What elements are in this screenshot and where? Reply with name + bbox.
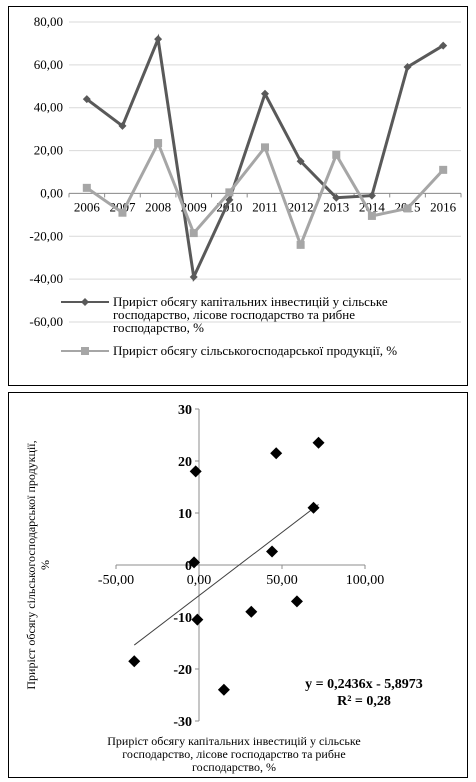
y-tick-label: 60,00 bbox=[34, 57, 63, 72]
r-squared-label: R² = 0,28 bbox=[337, 694, 391, 709]
y-tick-label: -10 bbox=[173, 611, 192, 626]
data-point bbox=[296, 157, 305, 166]
data-point bbox=[82, 183, 91, 192]
line-chart: 80,00 60,00 40,00 20,00 0,00 -20,00 -40,00 -60,… bbox=[29, 14, 462, 358]
y-axis-title: % bbox=[38, 560, 52, 570]
series-line bbox=[85, 33, 444, 283]
x-tick-label: 0,00 bbox=[187, 573, 212, 588]
data-point bbox=[332, 150, 341, 159]
data-point bbox=[189, 229, 198, 238]
data-point bbox=[118, 208, 127, 217]
data-point bbox=[188, 556, 201, 569]
x-tick-label: 2013 bbox=[323, 199, 349, 214]
y-tick-label: -40,00 bbox=[29, 271, 63, 286]
x-tick-label: 50,00 bbox=[266, 573, 298, 588]
y-axis-title: Приріст обсягу сільськогосподарської про… bbox=[24, 440, 38, 689]
y-tick-label: 20,00 bbox=[34, 143, 63, 158]
data-point bbox=[367, 211, 376, 220]
data-point bbox=[367, 191, 376, 200]
trendline-equation: y = 0,2436x - 5,8973 bbox=[305, 677, 423, 692]
scatter-chart-panel: 30 20 10 0 -10 -20 -30 -50,00 0,00 50,00 100,00 y =… bbox=[8, 392, 468, 778]
data-point bbox=[225, 188, 234, 197]
y-tick-label: 20 bbox=[178, 455, 192, 470]
data-point bbox=[225, 195, 234, 204]
data-point bbox=[191, 613, 204, 626]
legend-label: господарство, % bbox=[113, 320, 204, 335]
y-tick-label: 40,00 bbox=[34, 100, 63, 115]
data-point bbox=[296, 240, 305, 249]
x-tick-label: 2006 bbox=[74, 199, 101, 214]
data-point bbox=[403, 204, 412, 213]
x-axis-title: господарство, % bbox=[192, 760, 276, 774]
data-point bbox=[290, 595, 303, 608]
data-point bbox=[439, 41, 448, 50]
data-point bbox=[439, 165, 448, 174]
y-tick-label: 10 bbox=[178, 507, 192, 522]
data-point bbox=[189, 273, 198, 281]
data-point bbox=[332, 193, 341, 202]
x-tick-label: 2012 bbox=[288, 199, 314, 214]
data-point bbox=[154, 139, 163, 148]
y-tick-label: 30 bbox=[178, 403, 192, 418]
data-point bbox=[118, 121, 127, 130]
x-tick-label: 2009 bbox=[181, 199, 207, 214]
y-tick-label: 0,00 bbox=[40, 185, 63, 200]
data-point bbox=[154, 35, 163, 44]
line-chart-panel: 80,00 60,00 40,00 20,00 0,00 -20,00 -40,00 -60,… bbox=[8, 6, 468, 386]
data-point bbox=[312, 436, 325, 449]
y-tick-label: -60,00 bbox=[29, 314, 63, 329]
y-tick-label: -30 bbox=[173, 715, 192, 730]
legend-label: Приріст обсягу сільськогосподарської про… bbox=[113, 343, 397, 358]
data-point bbox=[217, 683, 230, 696]
x-tick-label: 2016 bbox=[430, 199, 457, 214]
data-point bbox=[270, 447, 283, 460]
legend-marker bbox=[81, 347, 89, 355]
data-point bbox=[403, 63, 412, 71]
y-tick-label: -20 bbox=[173, 663, 192, 678]
y-tick-label: 0 bbox=[185, 559, 192, 574]
data-point bbox=[82, 95, 91, 104]
legend-marker bbox=[81, 298, 89, 306]
data-point bbox=[245, 605, 258, 618]
data-point bbox=[307, 501, 320, 514]
data-point bbox=[261, 143, 269, 152]
x-tick-label: 2007 bbox=[109, 199, 136, 214]
x-tick-label: 2011 bbox=[252, 199, 278, 214]
x-axis-title: господарство, лісове господарство та риб… bbox=[122, 747, 345, 761]
data-point bbox=[189, 465, 202, 478]
data-point bbox=[266, 545, 279, 558]
data-point bbox=[128, 655, 141, 668]
y-tick-label: -20,00 bbox=[29, 228, 63, 243]
legend-label: господарство, лісове господарство та риб… bbox=[113, 307, 355, 322]
legend-label: Приріст обсягу капітальних інвестицій у … bbox=[113, 294, 388, 309]
data-point bbox=[261, 89, 269, 98]
x-axis-title: Приріст обсягу капітальних інвестицій у … bbox=[107, 734, 361, 748]
y-tick-label: 80,00 bbox=[34, 14, 63, 29]
x-tick-label: -50,00 bbox=[98, 573, 134, 588]
x-tick-label: 2008 bbox=[145, 199, 171, 214]
x-tick-label: 100,00 bbox=[346, 573, 385, 588]
scatter-chart: 30 20 10 0 -10 -20 -30 -50,00 0,00 50,00 100,00 y =… bbox=[24, 403, 423, 774]
trendline bbox=[133, 504, 319, 646]
